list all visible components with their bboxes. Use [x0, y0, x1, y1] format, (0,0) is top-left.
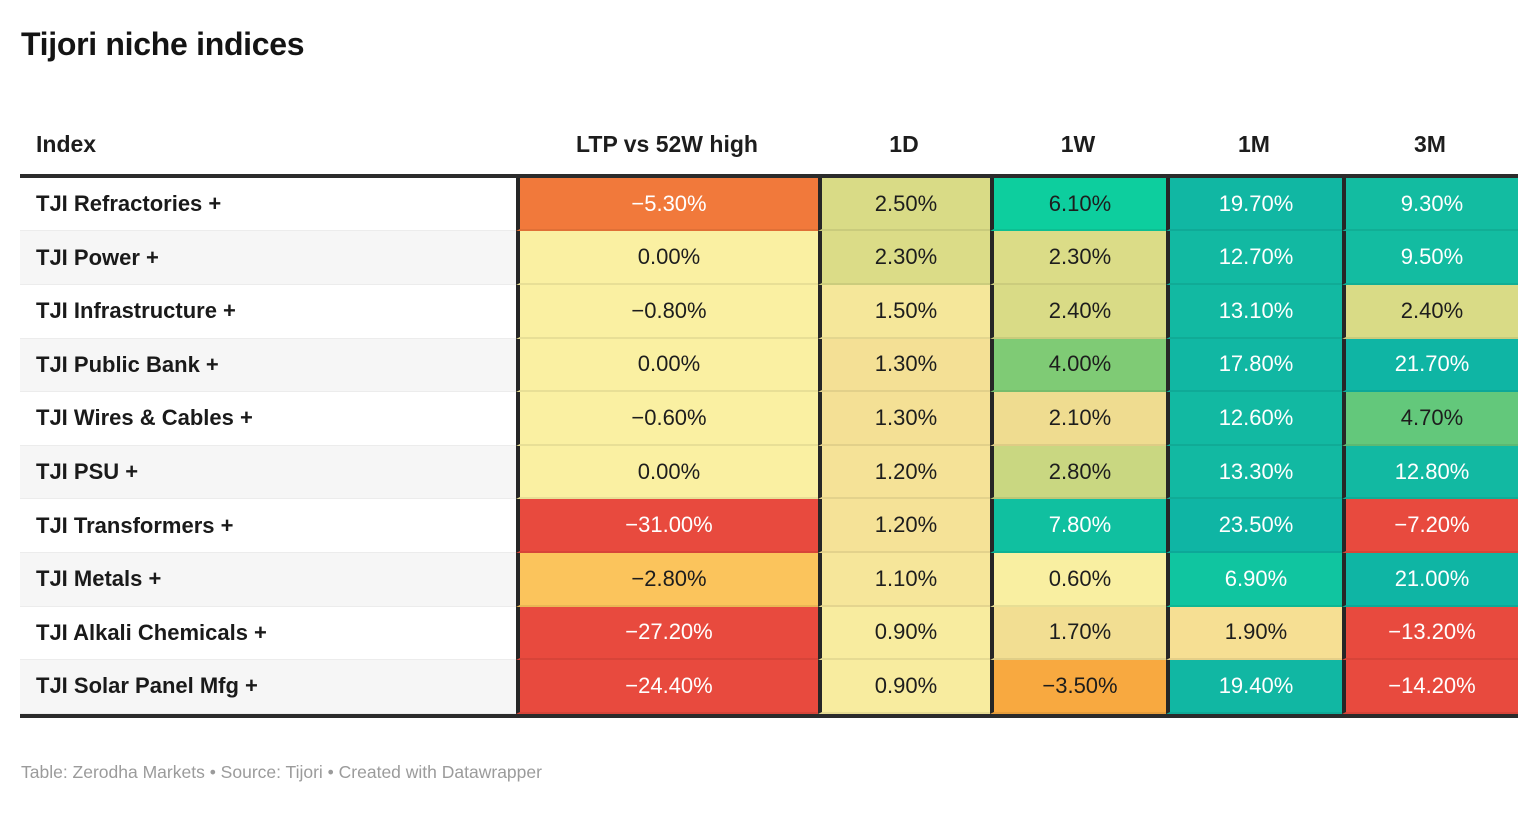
column-header-3m: 3M — [1414, 131, 1446, 158]
value-cell: 12.70% — [1166, 231, 1342, 285]
table-header: Index LTP vs 52W high 1D 1W 1M 3M — [20, 116, 1518, 178]
value-cell: 17.80% — [1166, 338, 1342, 393]
table-row: TJI Alkali Chemicals + −27.20% 0.90% 1.70% 1… — [20, 606, 1518, 661]
value-cell: 0.00% — [516, 445, 818, 500]
index-cell[interactable]: TJI Infrastructure + — [20, 284, 516, 339]
value-cell: 2.40% — [990, 284, 1166, 339]
value-cell: 0.00% — [516, 231, 818, 285]
table-row: TJI Wires & Cables + −0.60% 1.30% 2.10% 12.6… — [20, 392, 1518, 446]
value-cell: −24.40% — [516, 660, 818, 714]
value-cell: 1.20% — [818, 445, 990, 500]
value-cell: −0.60% — [516, 392, 818, 446]
table-row: TJI Metals + −2.80% 1.10% 0.60% 6.90% 21.00% — [20, 552, 1518, 607]
table-row: TJI PSU +0.00% 1.20% 2.80% 13.30% 12.80% — [20, 445, 1518, 500]
value-cell: 6.10% — [990, 177, 1166, 232]
value-cell: 0.60% — [990, 552, 1166, 607]
index-cell[interactable]: TJI Solar Panel Mfg + — [20, 660, 516, 714]
value-cell: 1.10% — [818, 552, 990, 607]
value-cell: 23.50% — [1166, 499, 1342, 553]
value-cell: 0.90% — [818, 606, 990, 661]
value-cell: 2.80% — [990, 445, 1166, 500]
table-row: TJI Solar Panel Mfg + −24.40% 0.90% −3.50% 1… — [20, 660, 1518, 714]
value-cell: 19.70% — [1166, 177, 1342, 232]
value-cell: 13.10% — [1166, 284, 1342, 339]
table-row: TJI Refractories + −5.30% 2.50% 6.10% 19.70%… — [20, 177, 1518, 232]
index-cell[interactable]: TJI Power + — [20, 231, 516, 285]
table-row: TJI Power +0.00% 2.30% 2.30% 12.70% 9.50% — [20, 231, 1518, 285]
value-cell: 2.30% — [818, 231, 990, 285]
index-cell[interactable]: TJI Transformers + — [20, 499, 516, 553]
value-cell: 4.00% — [990, 338, 1166, 393]
column-header-1d: 1D — [889, 131, 919, 158]
index-cell[interactable]: TJI Refractories + — [20, 177, 516, 232]
index-cell[interactable]: TJI Public Bank + — [20, 338, 516, 393]
page: Tijori niche indices Index LTP vs 52W hig… — [0, 26, 1518, 783]
value-cell: 2.40% — [1342, 284, 1518, 339]
column-header-1w: 1W — [1060, 131, 1096, 158]
value-cell: 7.80% — [990, 499, 1166, 553]
table-row: TJI Infrastructure + −0.80% 1.50% 2.40% 13.1… — [20, 284, 1518, 339]
value-cell: 1.90% — [1166, 606, 1342, 661]
value-cell: 1.30% — [818, 392, 990, 446]
column-header-1m: 1M — [1238, 131, 1270, 158]
value-cell: −0.80% — [516, 284, 818, 339]
column-header-ltp-vs-52w-high: LTP vs 52W high — [576, 131, 758, 158]
index-cell[interactable]: TJI PSU + — [20, 445, 516, 500]
value-cell: 1.70% — [990, 606, 1166, 661]
value-cell: 21.70% — [1342, 338, 1518, 393]
value-cell: 1.30% — [818, 338, 990, 393]
value-cell: 1.50% — [818, 284, 990, 339]
value-cell: −13.20% — [1342, 606, 1518, 661]
table-body: TJI Refractories + −5.30% 2.50% 6.10% 19.70%… — [20, 177, 1518, 718]
index-cell[interactable]: TJI Metals + — [20, 552, 516, 607]
value-cell: −2.80% — [516, 552, 818, 607]
value-cell: 2.10% — [990, 392, 1166, 446]
value-cell: −31.00% — [516, 499, 818, 553]
value-cell: −7.20% — [1342, 499, 1518, 553]
column-header-index: Index — [36, 131, 97, 158]
value-cell: −3.50% — [990, 660, 1166, 714]
value-cell: 9.50% — [1342, 231, 1518, 285]
value-cell: −5.30% — [516, 177, 818, 232]
value-cell: 13.30% — [1166, 445, 1342, 500]
footer-credit: Table: Zerodha Markets • Source: Tijori … — [21, 761, 542, 782]
index-cell[interactable]: TJI Wires & Cables + — [20, 392, 516, 446]
value-cell: 0.00% — [516, 338, 818, 393]
value-cell: 12.80% — [1342, 445, 1518, 500]
value-cell: 9.30% — [1342, 177, 1518, 232]
value-cell: −14.20% — [1342, 660, 1518, 714]
table-row: TJI Transformers + −31.00% 1.20% 7.80% 23.50… — [20, 499, 1518, 553]
value-cell: 2.30% — [990, 231, 1166, 285]
value-cell: −27.20% — [516, 606, 818, 661]
value-cell: 12.60% — [1166, 392, 1342, 446]
value-cell: 21.00% — [1342, 552, 1518, 607]
value-cell: 19.40% — [1166, 660, 1342, 714]
value-cell: 0.90% — [818, 660, 990, 714]
table-row: TJI Public Bank +0.00% 1.30% 4.00% 17.80% 21… — [20, 338, 1518, 393]
value-cell: 4.70% — [1342, 392, 1518, 446]
page-title: Tijori niche indices — [21, 26, 305, 62]
value-cell: 2.50% — [818, 177, 990, 232]
indices-table: Index LTP vs 52W high 1D 1W 1M 3M TJI Refract… — [20, 116, 1518, 718]
index-cell[interactable]: TJI Alkali Chemicals + — [20, 606, 516, 661]
value-cell: 6.90% — [1166, 552, 1342, 607]
value-cell: 1.20% — [818, 499, 990, 553]
